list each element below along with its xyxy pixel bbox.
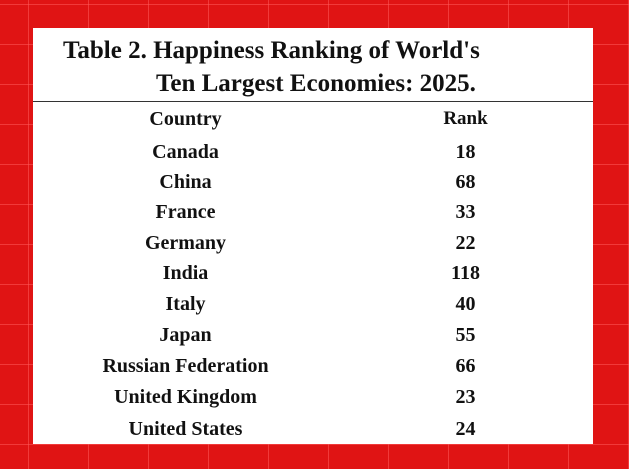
country-cell: France: [155, 201, 216, 223]
rank-cell: 40: [455, 293, 476, 315]
rank-cell: 24: [455, 418, 476, 440]
rank-cell: 118: [451, 262, 480, 284]
table-row: Italy 40: [33, 289, 593, 319]
header-rule: [33, 101, 593, 102]
table-header-row: Country Rank: [33, 104, 593, 134]
table-row: United States 24: [33, 414, 593, 444]
rank-cell: 22: [455, 232, 476, 254]
country-cell: United States: [128, 418, 243, 440]
table-panel: Table 2. Happiness Ranking of World's Te…: [33, 28, 593, 444]
rank-cell: 18: [455, 141, 476, 163]
country-cell: Russian Federation: [102, 355, 269, 377]
table-row: Canada 18: [33, 137, 593, 167]
rank-cell: 33: [455, 201, 476, 223]
country-cell: India: [162, 262, 209, 284]
table-title: Table 2. Happiness Ranking of World's Te…: [63, 34, 583, 100]
country-cell: Germany: [144, 232, 227, 254]
table-title-line-2: Ten Largest Economies: 2025.: [156, 70, 476, 97]
table-row: United Kingdom 23: [33, 382, 593, 412]
table-row: India 118: [33, 258, 593, 288]
column-header-country: Country: [149, 108, 222, 130]
table-title-line-1: Table 2. Happiness Ranking of World's: [63, 37, 480, 64]
column-header-rank: Rank: [443, 108, 488, 129]
table-row: Japan 55: [33, 320, 593, 350]
rank-cell: 68: [455, 171, 476, 193]
country-cell: Japan: [159, 324, 212, 346]
table-row: France 33: [33, 197, 593, 227]
rank-cell: 23: [455, 386, 476, 408]
country-cell: China: [159, 171, 212, 193]
country-cell: United Kingdom: [114, 386, 257, 408]
rank-cell: 66: [455, 355, 476, 377]
rank-cell: 55: [455, 324, 476, 346]
table-row: Russian Federation 66: [33, 351, 593, 381]
table-row: China 68: [33, 167, 593, 197]
country-cell: Canada: [152, 141, 219, 163]
table-row: Germany 22: [33, 228, 593, 258]
country-cell: Italy: [165, 293, 206, 315]
